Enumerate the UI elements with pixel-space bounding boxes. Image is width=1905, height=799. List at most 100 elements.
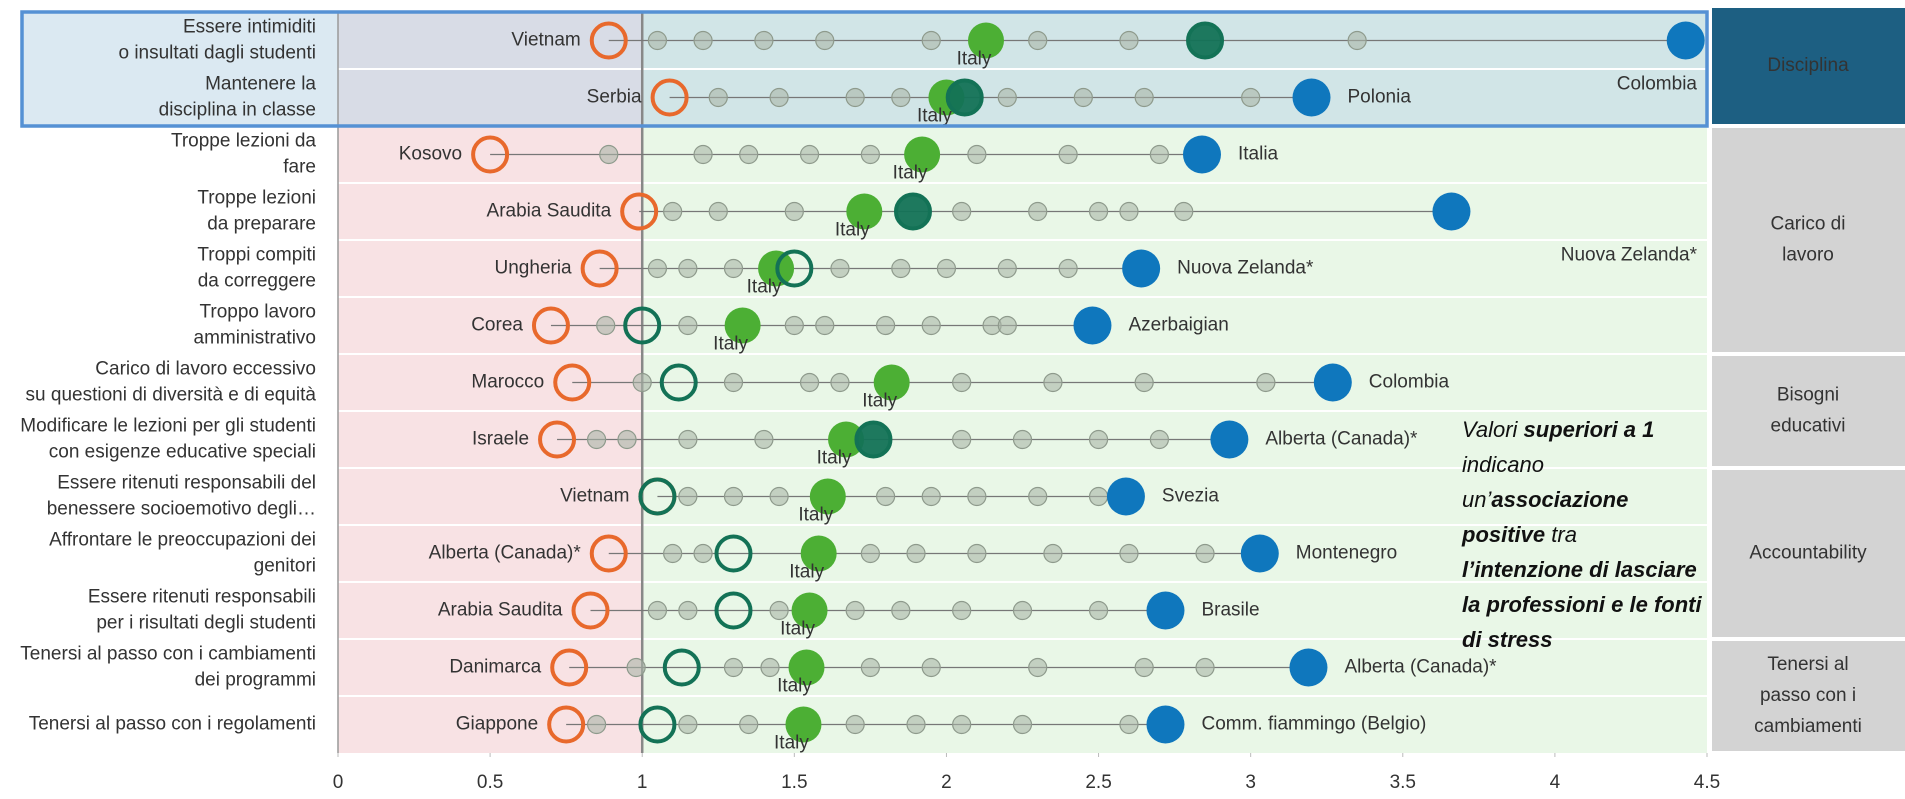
min-label: Arabia Saudita	[487, 201, 612, 222]
country-dot	[997, 87, 1017, 108]
country-dot	[921, 486, 941, 507]
country-dot	[1088, 429, 1109, 450]
country-dot	[1012, 600, 1033, 621]
country-dot	[1073, 87, 1093, 108]
max-dot	[1073, 306, 1112, 345]
italy-dot	[788, 649, 825, 686]
country-dot	[708, 87, 728, 108]
average-dot	[623, 306, 662, 345]
average-dot	[662, 648, 701, 687]
italy-dot	[828, 421, 865, 458]
group-label: passo con i	[1760, 685, 1856, 706]
note-text: superiori a 1	[1523, 417, 1655, 442]
italy-label: Italy	[713, 334, 748, 355]
x-tick-label: 4	[1550, 772, 1561, 793]
max-dot	[1240, 534, 1279, 573]
note-text: indicano un’	[1462, 452, 1544, 512]
country-dot	[830, 258, 850, 279]
country-dot	[830, 372, 850, 393]
average-dot	[638, 705, 677, 744]
row-label: per i risultati degli studenti	[96, 613, 316, 634]
country-dot	[723, 486, 744, 507]
max-label: Alberta (Canada)*	[1265, 429, 1418, 450]
country-dot	[799, 144, 820, 165]
row-label: Essere ritenuti responsabili	[88, 587, 316, 608]
country-dot	[1088, 600, 1109, 621]
country-dot	[632, 372, 652, 393]
min-label: Alberta (Canada)*	[429, 543, 582, 564]
max-dot	[1292, 78, 1331, 117]
country-dot	[1088, 201, 1109, 222]
italy-dot	[873, 364, 910, 401]
max-label: Montenegro	[1296, 543, 1397, 564]
italy-dot	[967, 22, 1004, 59]
max-label: Italia	[1238, 144, 1279, 165]
max-dot	[1146, 591, 1185, 630]
italy-label: Italy	[798, 505, 833, 526]
country-dot	[860, 657, 880, 678]
group-panel	[1712, 641, 1905, 751]
country-dot	[586, 429, 607, 450]
country-dot	[799, 372, 820, 393]
max-label: Colombia	[1617, 74, 1698, 95]
country-dot	[693, 543, 713, 564]
max-dot	[1313, 363, 1352, 402]
country-dot	[723, 258, 744, 279]
italy-dot	[724, 307, 761, 344]
average-dot	[775, 249, 814, 288]
country-dot	[663, 543, 683, 564]
max-label: Polonia	[1348, 87, 1412, 108]
country-dot	[1043, 372, 1063, 393]
country-dot	[967, 486, 987, 507]
italy-dot	[785, 706, 822, 743]
min-dot	[531, 306, 570, 345]
max-dot	[1289, 648, 1328, 687]
country-dot	[1195, 657, 1215, 678]
country-dot	[891, 258, 911, 279]
country-dot	[1195, 543, 1215, 564]
note-text: l’intenzione di lasciare la professioni …	[1462, 557, 1702, 652]
note-text: Valori	[1462, 417, 1524, 442]
min-label: Israele	[472, 429, 529, 450]
row-label: Affrontare le preoccupazioni dei	[49, 530, 316, 551]
min-dot	[620, 192, 659, 231]
country-dot	[952, 429, 972, 450]
country-dot	[997, 258, 1017, 279]
average-dot	[659, 363, 698, 402]
group-label: Bisogni	[1777, 385, 1839, 406]
country-dot	[815, 30, 835, 51]
row-label: genitori	[254, 556, 316, 577]
country-dot	[647, 600, 668, 621]
country-dot	[754, 429, 774, 450]
country-dot	[875, 486, 896, 507]
country-dot	[693, 30, 713, 51]
min-label: Danimarca	[449, 657, 541, 678]
country-dot	[596, 315, 616, 336]
note-text: tra	[1545, 522, 1577, 547]
country-dot	[997, 315, 1017, 336]
italy-label: Italy	[957, 49, 992, 70]
country-dot	[1119, 714, 1139, 735]
country-dot	[1058, 144, 1078, 165]
country-dot	[1012, 714, 1033, 735]
max-label: Alberta (Canada)*	[1344, 657, 1497, 678]
group-label: lavoro	[1782, 245, 1834, 266]
country-dot	[1058, 258, 1078, 279]
row-label: dei programmi	[195, 670, 316, 691]
country-dot	[739, 714, 759, 735]
min-dot	[553, 363, 592, 402]
row-label: fare	[283, 157, 316, 178]
row-label: disciplina in classe	[159, 100, 316, 121]
row-label: Carico di lavoro eccessivo	[95, 359, 316, 380]
country-dot	[678, 315, 698, 336]
country-dot	[769, 87, 789, 108]
country-dot	[1028, 30, 1048, 51]
country-dot	[769, 600, 789, 621]
country-dot	[769, 486, 789, 507]
x-tick-label: 1	[637, 772, 648, 793]
country-dot	[739, 144, 759, 165]
country-dot	[626, 657, 646, 678]
country-dot	[1134, 87, 1154, 108]
italy-label: Italy	[777, 676, 812, 697]
